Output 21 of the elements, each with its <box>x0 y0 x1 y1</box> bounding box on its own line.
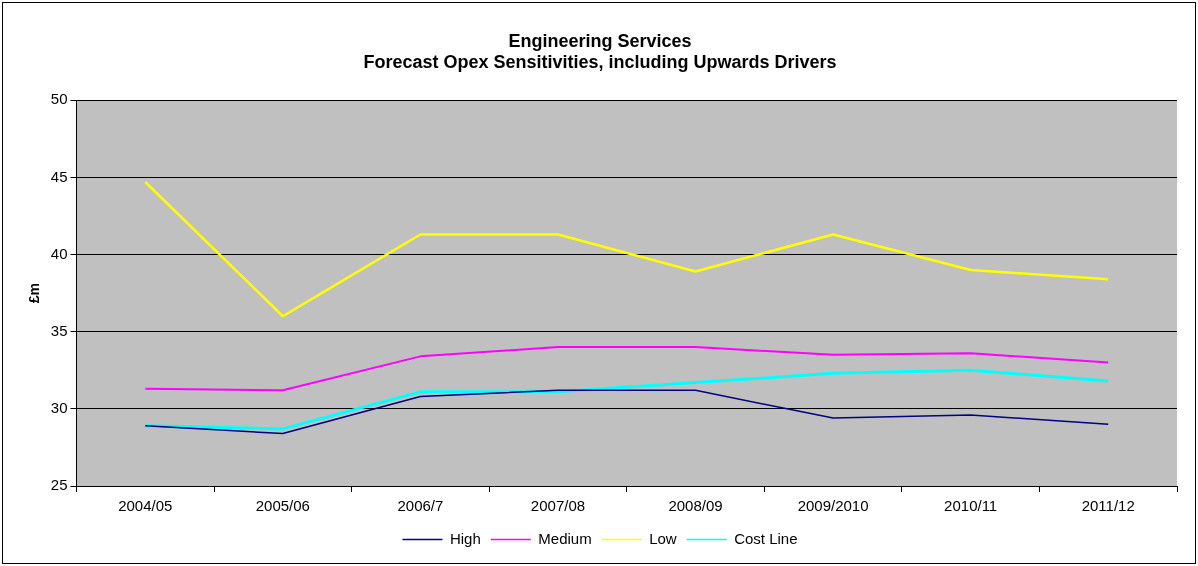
y-tick-label: 30 <box>50 398 68 416</box>
legend-label: Medium <box>538 529 592 547</box>
y-tick-label: 50 <box>50 90 68 108</box>
legend-label: High <box>449 529 481 547</box>
x-tick-label: 2005/06 <box>255 497 310 515</box>
y-tick-label: 35 <box>50 321 68 339</box>
x-tick-label: 2009/2010 <box>797 497 869 515</box>
y-tick-label: 40 <box>50 244 68 262</box>
x-tick-label: 2008/09 <box>668 497 723 515</box>
x-tick-label: 2011/12 <box>1081 497 1135 515</box>
text: Forecast Opex Sensitivities, including Upwards Drivers <box>363 52 837 73</box>
x-tick-label: 2010/11 <box>944 497 998 515</box>
text: Engineering Services <box>508 30 692 51</box>
y-tick-label: 45 <box>50 167 68 185</box>
x-tick-label: 2004/05 <box>118 497 173 515</box>
y-axis-title: £m <box>26 282 43 304</box>
x-tick-label: 2007/08 <box>530 497 586 515</box>
legend-label: Low <box>649 529 677 547</box>
x-tick-label: 2006/7 <box>397 497 444 515</box>
y-tick-label: 25 <box>50 476 68 494</box>
legend-label: Cost Line <box>734 529 798 547</box>
